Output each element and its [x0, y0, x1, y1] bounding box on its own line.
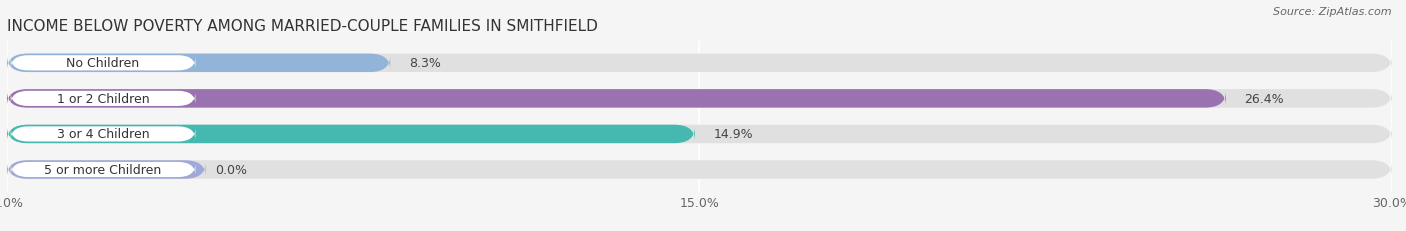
FancyBboxPatch shape — [7, 54, 1392, 73]
Text: 14.9%: 14.9% — [713, 128, 754, 141]
FancyBboxPatch shape — [7, 125, 695, 144]
Text: 8.3%: 8.3% — [409, 57, 440, 70]
Text: 1 or 2 Children: 1 or 2 Children — [56, 92, 149, 105]
Text: 0.0%: 0.0% — [215, 163, 247, 176]
Text: 26.4%: 26.4% — [1244, 92, 1284, 105]
FancyBboxPatch shape — [7, 90, 1392, 108]
FancyBboxPatch shape — [7, 54, 391, 73]
FancyBboxPatch shape — [7, 90, 1226, 108]
Text: Source: ZipAtlas.com: Source: ZipAtlas.com — [1274, 7, 1392, 17]
Text: 5 or more Children: 5 or more Children — [45, 163, 162, 176]
FancyBboxPatch shape — [7, 161, 1392, 179]
FancyBboxPatch shape — [11, 91, 195, 106]
FancyBboxPatch shape — [11, 56, 195, 71]
Text: No Children: No Children — [66, 57, 139, 70]
Text: INCOME BELOW POVERTY AMONG MARRIED-COUPLE FAMILIES IN SMITHFIELD: INCOME BELOW POVERTY AMONG MARRIED-COUPL… — [7, 18, 598, 33]
FancyBboxPatch shape — [11, 127, 195, 142]
FancyBboxPatch shape — [11, 162, 195, 177]
FancyBboxPatch shape — [7, 125, 1392, 144]
FancyBboxPatch shape — [7, 161, 205, 179]
Text: 3 or 4 Children: 3 or 4 Children — [56, 128, 149, 141]
